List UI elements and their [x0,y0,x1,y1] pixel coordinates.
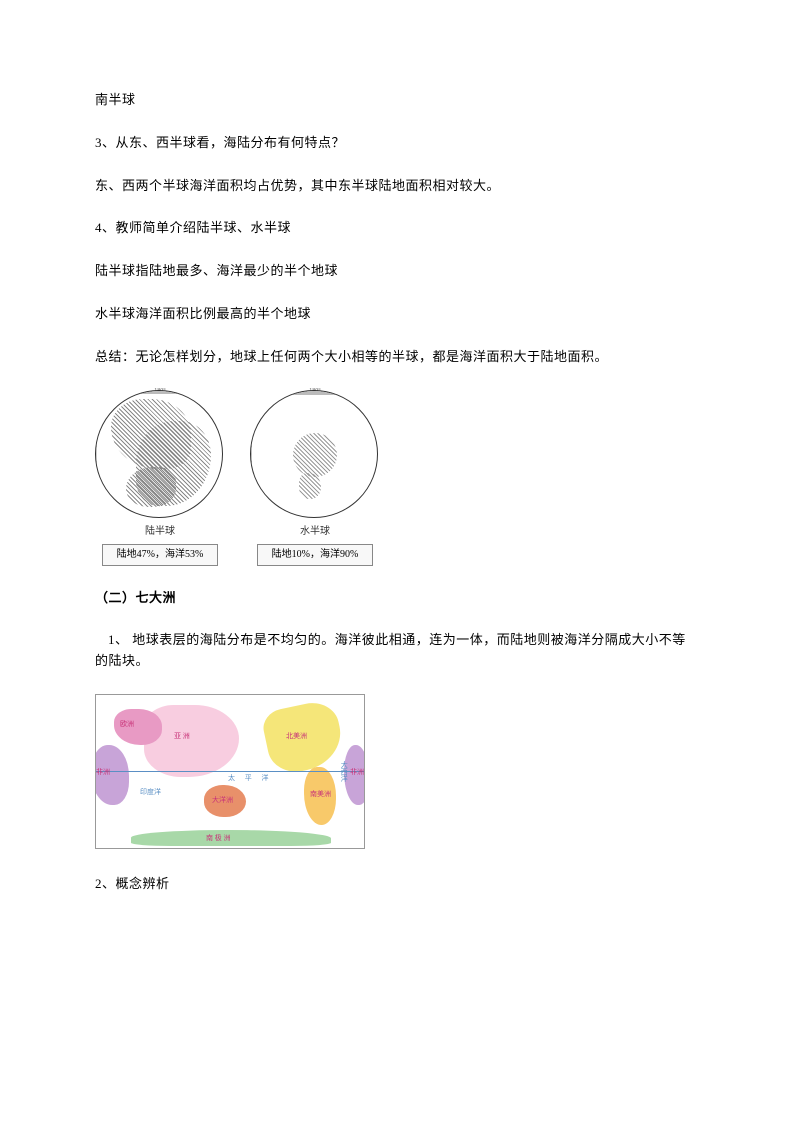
map-label-pacific: 太 平 洋 [228,773,273,784]
water-hemisphere-caption: 陆地10%，海洋90% [257,544,374,566]
map-label-na: 北美洲 [286,731,307,742]
water-hemisphere-name: 水半球 [300,524,330,540]
section-2-paragraph-1: 1、 地球表层的海陆分布是不均匀的。海洋彼此相通，连为一体，而陆地则被海洋分隔成… [95,630,699,672]
hemisphere-diagrams: 180° 陆半球 陆地47%，海洋53% 180° [95,390,699,566]
land-hemisphere-block: 180° 陆半球 陆地47%，海洋53% [95,390,225,566]
map-label-atlantic: 大西洋 [338,761,349,782]
paragraph-question-3: 3、从东、西半球看，海陆分布有何特点？ [95,133,699,154]
paragraph-answer-3: 东、西两个半球海洋面积均占优势，其中东半球陆地面积相对较大。 [95,176,699,197]
paragraph-question-4: 4、教师简单介绍陆半球、水半球 [95,218,699,239]
section-2-header: （二）七大洲 [95,588,699,609]
paragraph-summary: 总结：无论怎样划分，地球上任何两个大小相等的半球，都是海洋面积大于陆地面积。 [95,347,699,368]
land-hemisphere-globe: 180° [95,390,225,520]
map-label-indian: 印度洋 [140,787,161,798]
map-label-sa: 南美洲 [310,789,331,800]
land-hemisphere-caption: 陆地47%，海洋53% [102,544,219,566]
water-hemisphere-block: 180° 水半球 陆地10%，海洋90% [250,390,380,566]
map-label-europe: 欧洲 [120,719,134,730]
continent-antarctica [131,830,331,846]
map-label-oceania: 大洋洲 [212,795,233,806]
map-label-africa-l: 非洲 [96,767,110,778]
map-label-antarctica: 南 极 洲 [206,833,231,844]
land-hemisphere-name: 陆半球 [145,524,175,540]
section-2-paragraph-2: 2、概念辨析 [95,874,699,895]
paragraph-water-hemisphere-def: 水半球海洋面积比例最高的半个地球 [95,304,699,325]
paragraph-south-hemisphere: 南半球 [95,90,699,111]
water-hemisphere-globe: 180° [250,390,380,520]
world-map-continents: 欧洲 亚 洲 北美洲 南美洲 非洲 非洲 大洋洲 南 极 洲 太 平 洋 印度洋… [95,694,365,849]
paragraph-land-hemisphere-def: 陆半球指陆地最多、海洋最少的半个地球 [95,261,699,282]
map-label-africa-r: 非洲 [350,767,364,778]
map-label-asia: 亚 洲 [174,731,190,742]
